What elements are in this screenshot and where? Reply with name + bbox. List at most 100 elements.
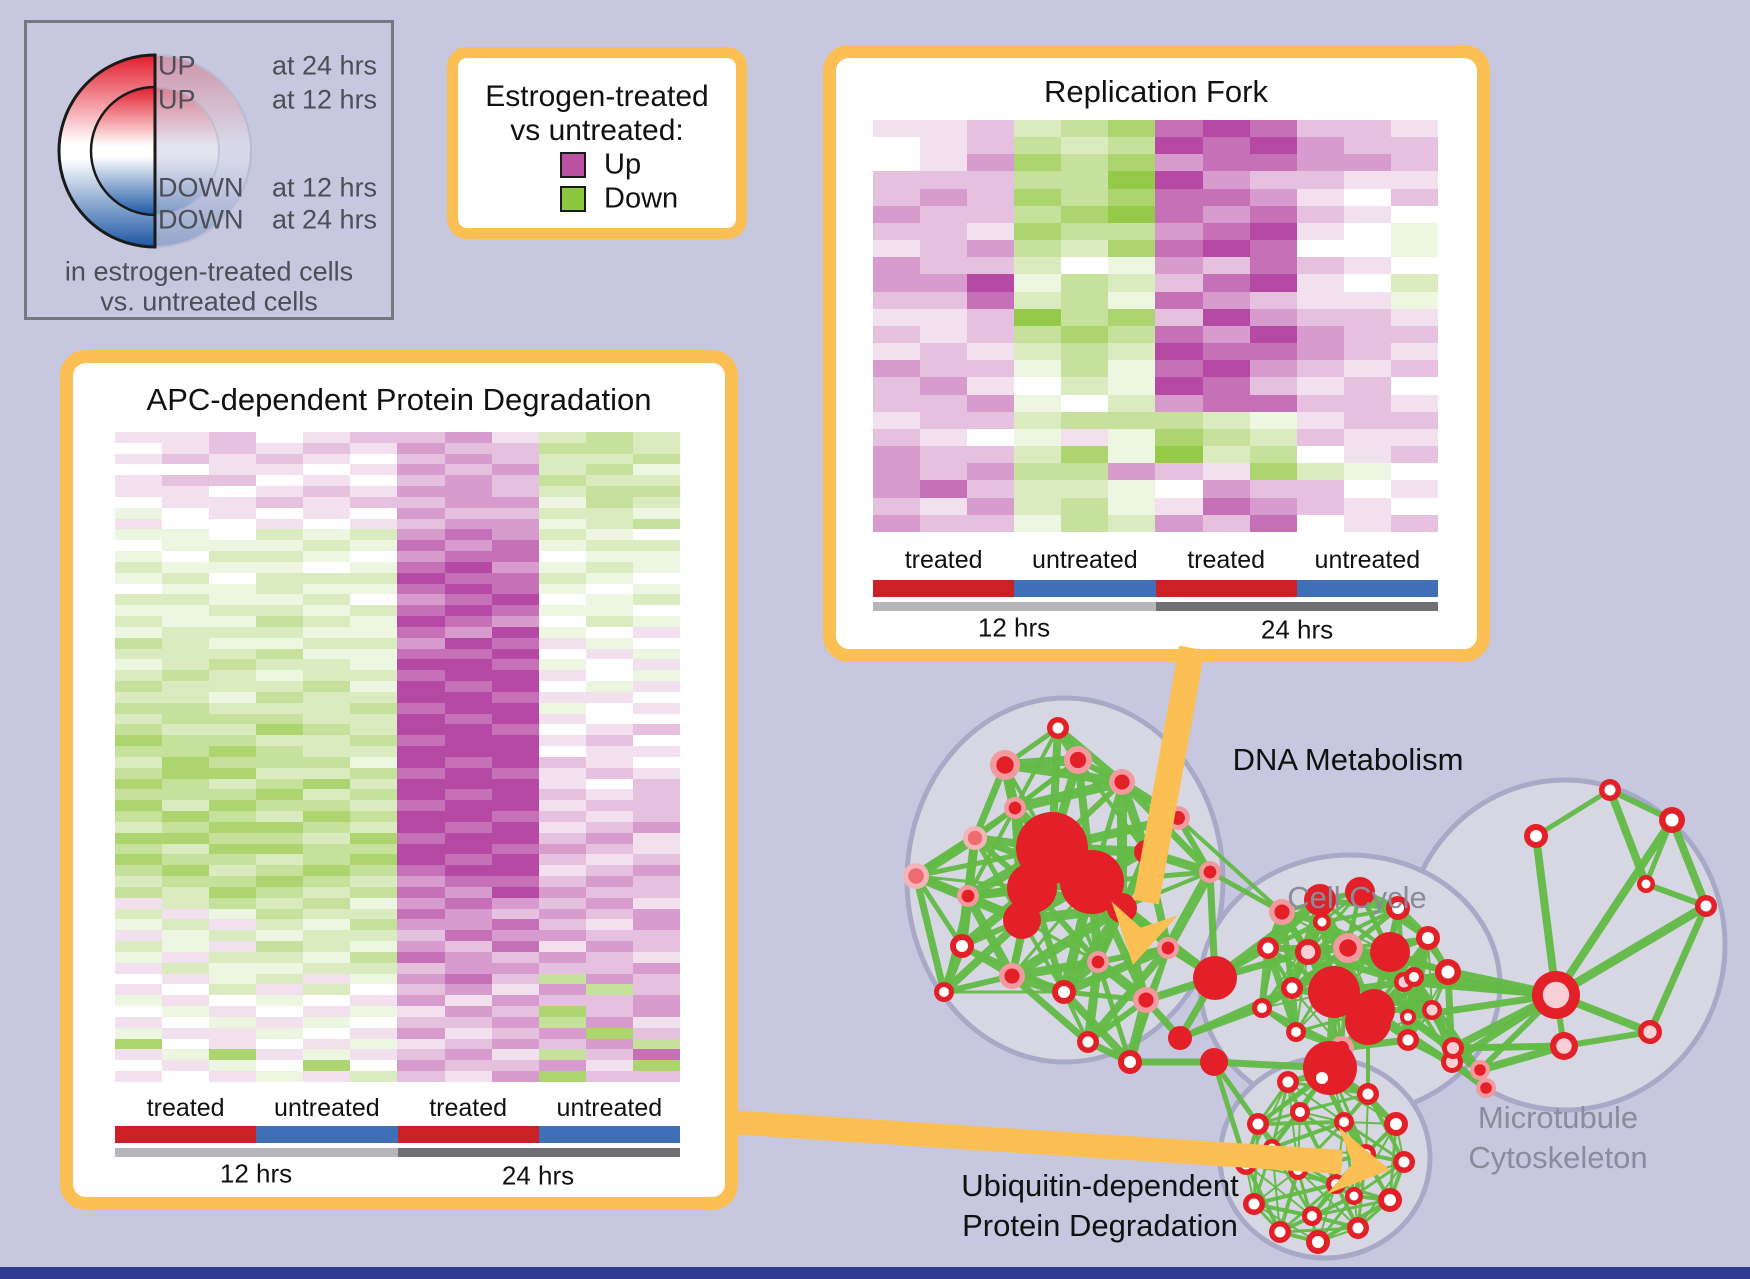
heatmap-cell — [115, 572, 163, 584]
network-edge — [1305, 919, 1325, 955]
heatmap-cell — [585, 551, 633, 562]
heatmap-cell — [967, 240, 1015, 258]
heatmap-cell — [1296, 343, 1344, 361]
heatmap-cell — [491, 951, 539, 963]
heatmap-cell — [873, 480, 921, 498]
heatmap-cell — [350, 670, 398, 682]
heatmap-cell — [873, 394, 921, 412]
heatmap-cell — [1390, 411, 1438, 429]
heatmap-cell — [162, 724, 210, 736]
heatmap-cell — [115, 843, 163, 855]
heatmap-cell — [397, 962, 445, 974]
heatmap-cell — [873, 137, 921, 155]
heatmap-cell — [162, 572, 210, 584]
heatmap-cell — [1390, 120, 1438, 138]
heatmap-cell — [256, 1027, 304, 1039]
network-edge — [1373, 981, 1405, 1011]
cluster-label-4: Ubiquitin-dependent — [961, 1168, 1239, 1203]
heatmap-cell — [115, 951, 163, 963]
heatmap-cell — [873, 411, 921, 429]
heatmap-cell — [256, 529, 304, 541]
heatmap-cell — [256, 995, 304, 1007]
network-edge — [913, 873, 971, 899]
network-edge — [1163, 867, 1215, 953]
network-edge — [1316, 1194, 1356, 1244]
heatmap-cell — [1343, 514, 1391, 532]
network-node-pinkring-core — [1426, 1004, 1438, 1016]
network-edge — [914, 836, 977, 878]
heatmap-cell — [115, 561, 163, 573]
heatmap-cell — [873, 257, 921, 275]
network-node-ring — [1393, 1151, 1415, 1173]
network-edge — [1075, 757, 1125, 785]
heatmap-cell — [350, 518, 398, 530]
heatmap-cell — [162, 616, 210, 627]
heatmap-cell — [1061, 394, 1109, 412]
network-edge — [1177, 1005, 1265, 1041]
network-edge — [1551, 901, 1711, 1000]
heatmap-cell — [538, 681, 586, 692]
heatmap-cell — [397, 865, 445, 877]
heatmap-cell — [967, 120, 1015, 138]
network-edge — [1142, 974, 1219, 1004]
heatmap-cell — [303, 626, 351, 638]
heatmap-cell — [1296, 222, 1344, 241]
heatmap-cell — [491, 897, 539, 909]
heatmap-cell — [1155, 205, 1203, 223]
heatmap-cell — [1249, 428, 1297, 447]
heatmap-cell — [350, 605, 398, 617]
heatmap-cell — [397, 1027, 445, 1039]
heatmap-cell — [1108, 446, 1156, 464]
heatmap-cell — [585, 681, 633, 692]
heatmap-cell — [397, 518, 445, 530]
heatmap-cell — [256, 605, 304, 617]
network-edge — [1299, 1077, 1323, 1113]
heatmap-cell — [209, 691, 257, 703]
heatmap-cell — [162, 605, 210, 617]
heatmap-cell — [209, 518, 257, 530]
heatmap-cell — [920, 497, 968, 515]
heatmap-cell — [115, 1038, 163, 1050]
network-edge — [1293, 1029, 1345, 1051]
network-node-ring-core — [1398, 1156, 1410, 1168]
heatmap-cell — [350, 941, 398, 952]
heatmap-cell — [585, 626, 633, 638]
apc-untreated-bar — [256, 1126, 398, 1143]
heatmap-cell — [444, 605, 492, 617]
network-edge — [1333, 951, 1391, 993]
heatmap-cell — [162, 984, 210, 996]
heatmap-cell — [491, 984, 539, 996]
heatmap-cell — [538, 691, 586, 703]
heatmap-cell — [491, 529, 539, 541]
heatmap-cell — [209, 800, 257, 812]
heatmap-cell — [162, 626, 210, 638]
network-edge — [1330, 978, 1408, 996]
network-edge — [1270, 1080, 1290, 1150]
heatmap-cell — [632, 951, 680, 963]
ring-label-down-inner: DOWN — [158, 172, 244, 203]
heatmap-cell — [256, 1006, 304, 1017]
heatmap-cell — [873, 205, 921, 223]
heatmap-cell — [1061, 446, 1109, 464]
network-edge — [1364, 1006, 1378, 1026]
heatmap-cell — [397, 1060, 445, 1072]
network-node-ring — [1263, 1139, 1281, 1157]
network-edge — [963, 843, 1057, 901]
heatmap-cell — [350, 821, 398, 833]
heatmap-cell — [491, 670, 539, 682]
heatmap-cell — [350, 876, 398, 887]
heatmap-cell — [444, 756, 492, 768]
heatmap-cell — [1343, 154, 1391, 172]
heatmap-cell — [162, 594, 210, 606]
network-node-halo — [957, 885, 979, 907]
heatmap-cell — [209, 865, 257, 877]
heatmap-cell — [444, 843, 492, 855]
heatmap-cell — [115, 854, 163, 866]
heatmap-cell — [115, 789, 163, 801]
heatmap-cell — [256, 908, 304, 920]
heatmap-cell — [303, 496, 351, 508]
heatmap-cell — [256, 724, 304, 736]
heatmap-cell — [1390, 428, 1438, 447]
network-edge — [913, 873, 965, 949]
heatmap-cell — [444, 1060, 492, 1072]
